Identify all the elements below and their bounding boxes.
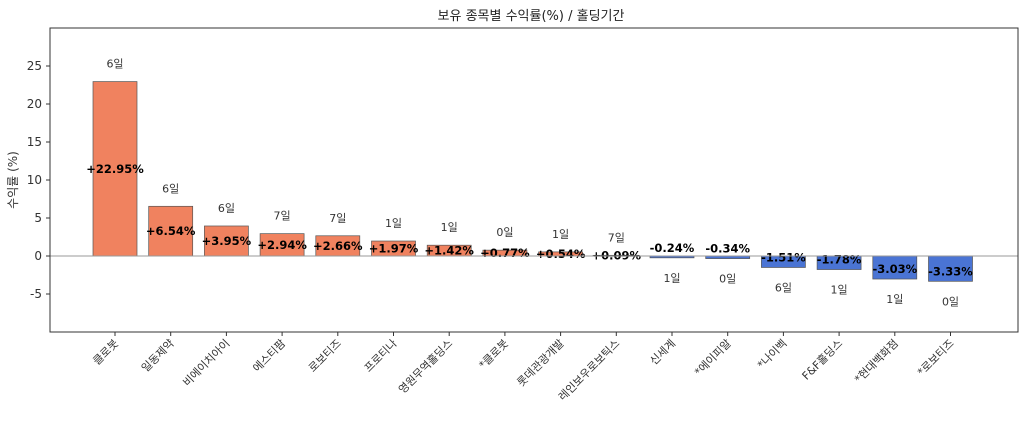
value-labels: +22.95% 6일 +6.54% 6일 +3.95% 6일 +2.94% 7일 +2.66% 7… [86,57,973,309]
holding-label: 6일 [106,57,123,71]
value-label: -0.24% [650,241,695,255]
bar [928,255,973,282]
y-tick-label: 25 [27,59,42,73]
x-tick-label: 프로티나 [362,337,400,375]
y-tick-label: 15 [27,135,42,149]
y-tick-label: 0 [34,249,42,263]
value-label: -0.34% [705,242,750,256]
bars [92,81,973,282]
value-label: +0.54% [536,247,586,261]
value-label: -1.51% [761,250,806,264]
x-tick-label: *클로봇 [476,337,511,372]
holding-label: 0일 [942,294,959,308]
bar [204,225,249,257]
x-tick-label: 에스티팜 [250,337,288,375]
value-label: +2.94% [257,238,307,252]
y-tick-label: -5 [30,287,42,301]
value-label: +22.95% [86,162,144,176]
value-label: +2.66% [313,239,363,253]
value-label: +6.54% [146,224,196,238]
holding-label: 6일 [162,181,179,195]
holding-label: 6일 [218,201,235,215]
holding-label: 1일 [663,271,680,285]
value-label: -3.33% [928,264,973,278]
holding-label: 1일 [552,227,569,241]
holding-label: 0일 [496,225,513,239]
bar [148,205,194,257]
x-tick-label: 비에이치아이 [180,337,232,389]
plot-frame [49,27,1019,333]
y-tick-label: 20 [27,97,42,111]
x-tick-label: 신세계 [647,337,678,368]
holding-label: 6일 [775,280,792,294]
holding-label: 1일 [441,220,458,234]
value-label: +0.77% [480,246,530,260]
y-tick-label: 10 [27,173,42,187]
holding-label: 1일 [831,283,848,297]
x-tick-label: 롯데관광개발 [515,337,567,389]
holding-label: 1일 [886,292,903,306]
x-tick-label: *에이피알 [691,336,733,378]
holding-label: 7일 [274,209,291,223]
x-tick-label: 영원무역홀딩스 [396,337,455,396]
holding-label: 7일 [608,230,625,244]
x-tick-label: *현대백화점 [852,337,901,386]
y-axis-label: 수익률 (%) [6,151,20,209]
bar [92,81,138,257]
x-tick-label: *나이벡 [755,337,790,372]
value-label: -1.78% [817,253,862,267]
holding-label: 1일 [385,216,402,230]
holding-label: 0일 [719,272,736,286]
x-tick-label: F&F홀딩스 [800,337,846,383]
x-tick-label: *로보티즈 [915,337,957,379]
value-label: +1.42% [424,244,474,258]
holding-label: 7일 [329,211,346,225]
chart-title: 보유 종목별 수익률(%) / 홀딩기간 [438,9,625,24]
value-label: +3.95% [202,234,252,248]
x-tick-label: 클로봇 [90,337,121,368]
y-tick-label: 5 [34,211,42,225]
value-label: -3.03% [872,262,917,276]
x-tick-label: 일동제약 [138,336,177,375]
value-label: +1.97% [369,242,419,256]
x-tick-label: 로보티즈 [306,337,344,375]
